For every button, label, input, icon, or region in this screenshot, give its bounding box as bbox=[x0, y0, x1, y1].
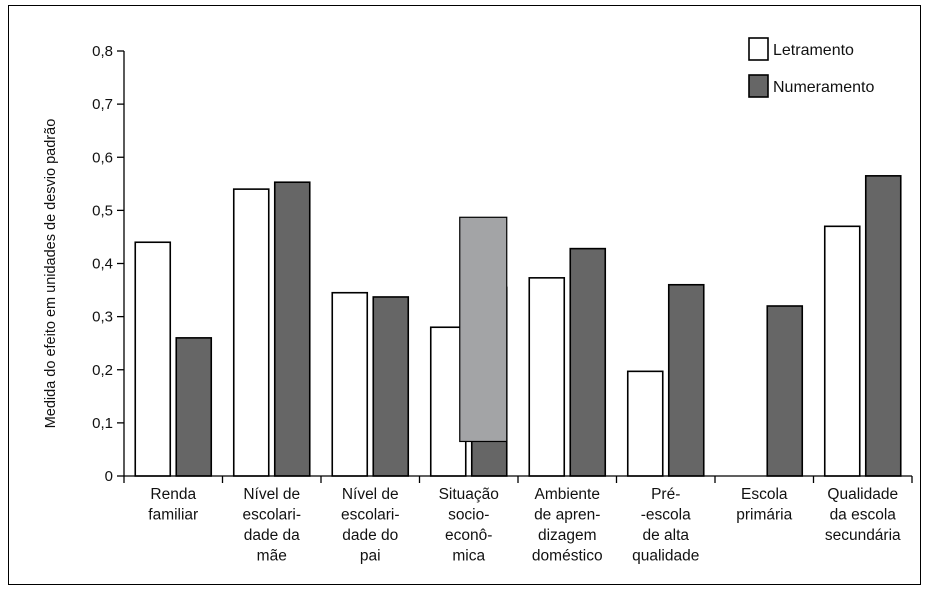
bar-letramento bbox=[626, 370, 664, 477]
y-tick-label: 0,5 bbox=[92, 202, 113, 219]
legend-swatch-numeramento bbox=[748, 74, 769, 98]
legend-label-numeramento: Numeramento bbox=[773, 79, 874, 96]
legend-label-letramento: Letramento bbox=[773, 42, 854, 59]
x-tick-label-line: dade da bbox=[244, 527, 300, 544]
x-tick-label: Qualidade da escola secundária bbox=[825, 486, 901, 544]
y-tick-label: 0,8 bbox=[92, 43, 113, 60]
y-axis: 0 0,1 0,2 0,3 0,4 0,5 0,6 0,7 0,8 bbox=[92, 43, 125, 485]
x-tick-label: Ambiente de apren-dizagem doméstico bbox=[532, 486, 603, 565]
x-tick-label: Escola primária bbox=[736, 486, 792, 524]
x-tick-label-line: Nível de bbox=[243, 486, 300, 503]
x-tick-label-line: dizagem bbox=[538, 527, 597, 544]
legend: Letramento Numeramento bbox=[748, 37, 874, 98]
x-tick-label-line: pai bbox=[360, 548, 381, 565]
y-tick-label: 0 bbox=[105, 468, 113, 485]
bar-letramento bbox=[823, 225, 861, 477]
x-tick-label-line: Escola bbox=[741, 486, 788, 503]
x-tick-label: Situação socio-econô-mica bbox=[439, 486, 499, 565]
overlay-rect bbox=[459, 216, 508, 443]
x-tick-label: Renda familiar bbox=[148, 486, 198, 524]
x-tick-label-line: econô- bbox=[445, 527, 492, 544]
x-tick-label-line: Renda bbox=[150, 486, 196, 503]
bar-numeramento bbox=[864, 175, 902, 477]
x-tick-label-line: Situação bbox=[439, 486, 499, 503]
bar-numeramento bbox=[569, 247, 607, 477]
y-tick-label: 0,1 bbox=[92, 415, 113, 432]
bar-numeramento bbox=[372, 296, 410, 477]
y-tick-label: 0,6 bbox=[92, 149, 113, 166]
x-tick-label-line: secundária bbox=[825, 527, 901, 544]
bars bbox=[134, 175, 902, 477]
x-tick-label-line: primária bbox=[736, 507, 792, 524]
bar-numeramento bbox=[667, 283, 705, 477]
x-tick-label-line: Qualidade bbox=[827, 486, 898, 503]
x-tick-label-line: doméstico bbox=[532, 548, 603, 565]
x-tick-label-line: escolari- bbox=[341, 507, 400, 524]
x-axis: Renda familiar Nível de escolari-dade da mãe… bbox=[123, 475, 913, 565]
x-tick-label-line: mica bbox=[452, 548, 485, 565]
y-tick-label: 0,4 bbox=[92, 256, 113, 273]
y-tick-label: 0,2 bbox=[92, 362, 113, 379]
x-tick-label-line: familiar bbox=[148, 507, 198, 524]
x-tick-label: Nível de escolari-dade do pai bbox=[341, 486, 400, 565]
bar-letramento bbox=[331, 291, 369, 477]
y-axis-label: Medida do efeito em unidades de desvio p… bbox=[43, 119, 59, 429]
bar-numeramento bbox=[175, 337, 213, 477]
x-tick-label-line: Nível de bbox=[342, 486, 399, 503]
x-tick-label-line: de apren- bbox=[534, 507, 600, 524]
y-tick-label: 0,7 bbox=[92, 96, 113, 113]
bar-letramento bbox=[528, 277, 566, 477]
bar-numeramento bbox=[273, 181, 311, 477]
x-tick-label-line: Pré- bbox=[651, 486, 680, 503]
bar-letramento bbox=[232, 188, 270, 477]
x-tick-label: Pré- -escola de alta qualidade bbox=[632, 486, 699, 565]
x-tick-label-line: de alta bbox=[642, 527, 689, 544]
bar-numeramento bbox=[766, 305, 804, 477]
x-tick-label: Nível de escolari-dade da mãe bbox=[242, 486, 301, 565]
x-tick-label-line: -escola bbox=[641, 507, 691, 524]
y-tick-label: 0,3 bbox=[92, 309, 113, 326]
x-tick-label-line: dade do bbox=[342, 527, 398, 544]
x-tick-label-line: escolari- bbox=[242, 507, 301, 524]
x-tick-label-line: Ambiente bbox=[535, 486, 600, 503]
x-tick-label-line: qualidade bbox=[632, 548, 699, 565]
bar-letramento bbox=[134, 241, 172, 477]
x-tick-label-line: socio- bbox=[448, 507, 489, 524]
legend-swatch-letramento bbox=[748, 37, 769, 61]
x-tick-label-line: mãe bbox=[257, 548, 287, 565]
x-tick-label-line: da escola bbox=[830, 507, 897, 524]
